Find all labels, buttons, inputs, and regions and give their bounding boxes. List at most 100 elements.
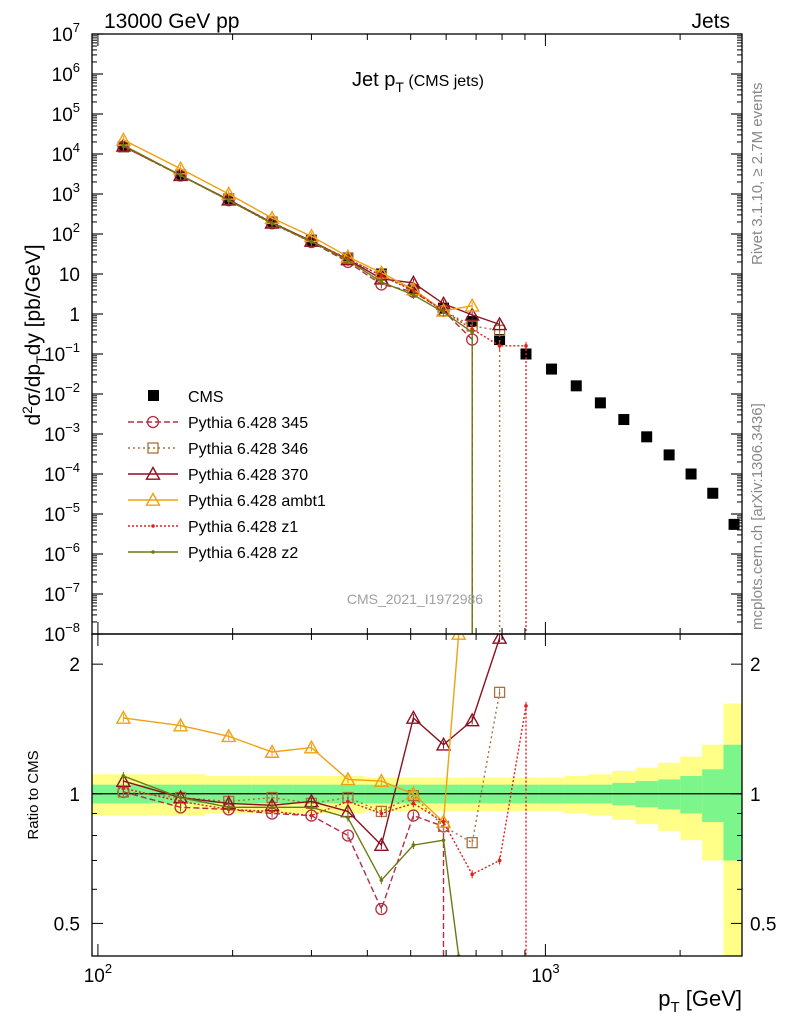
x-axis-label: pT [GeV] <box>658 986 742 1016</box>
ratio-y-tick-label-left: 2 <box>69 655 80 676</box>
main-series-5-point <box>470 330 474 335</box>
ratio-series-5-line <box>123 775 460 956</box>
y-tick-label: 10−8 <box>44 620 80 646</box>
ratio-series-4-line <box>123 705 527 956</box>
ratio-series-5-point <box>121 774 126 778</box>
ratio-series-5-point <box>411 843 416 847</box>
main-panel-frame <box>91 33 743 635</box>
side-label-bottom: mcplots.cern.ch [arXiv:1306.3436] <box>749 403 766 630</box>
ratio-y-tick-label-left: 0.5 <box>54 914 80 935</box>
chart-title: Jet pT (CMS jets) <box>352 69 484 95</box>
main-series-3-point <box>464 297 480 312</box>
main-plot-area <box>115 131 740 634</box>
y-tick-label: 105 <box>52 100 80 126</box>
legend-marker-4 <box>151 524 155 528</box>
y-tick-label: 10−6 <box>44 540 80 566</box>
ratio-series-3-point <box>221 728 237 743</box>
analysis-watermark: CMS_2021_I1972986 <box>347 591 483 607</box>
y-tick-label: 107 <box>52 20 80 46</box>
ratio-series-0-line <box>123 791 445 956</box>
ratio-series-2-point <box>373 837 390 851</box>
ratio-series-4-point <box>441 820 446 824</box>
ratio-series-1-point <box>493 686 506 699</box>
main-series-5-point <box>178 173 183 178</box>
main-series-1-line <box>123 146 501 634</box>
legend: CMS Pythia 6.428 345 Pythia 6.428 346 Pythi… <box>128 389 326 562</box>
y-tick-label: 1 <box>69 305 80 326</box>
legend-marker-1 <box>147 442 159 454</box>
main-series-4-point <box>524 344 528 348</box>
header-right: Jets <box>691 10 730 33</box>
legend-marker-3 <box>145 492 161 506</box>
cms-data-point <box>685 468 697 480</box>
y-tick-label: 103 <box>52 180 80 206</box>
ratio-series-0-point <box>375 902 388 916</box>
chart-title-extra: (CMS jets) <box>404 73 484 90</box>
x-tick-label: 102 <box>84 961 112 987</box>
main-series-4-point <box>379 274 384 278</box>
y-tick-label: 102 <box>52 220 80 246</box>
y-tick-label: 10−7 <box>44 580 80 606</box>
cms-data-point <box>570 380 582 392</box>
legend-label-1: Pythia 6.428 346 <box>188 441 308 458</box>
main-series-4-line <box>123 145 527 634</box>
ratio-series-3-point <box>303 739 320 754</box>
ratio-series-4-point <box>121 786 126 791</box>
main-series-3-line <box>123 139 473 312</box>
ratio-y-tick-label-right: 2 <box>750 655 761 676</box>
ratio-series-5-point <box>178 795 183 800</box>
y-axis-label: d2σ/dpTdy [pb/GeV] <box>19 244 49 425</box>
ratio-series-4-point <box>524 704 528 708</box>
legend-label-5: Pythia 6.428 z2 <box>188 545 298 562</box>
ratio-series-5-point <box>226 805 231 810</box>
cms-data-point <box>618 414 630 426</box>
cms-data-point <box>641 431 653 443</box>
legend-marker-5 <box>151 550 155 554</box>
ratio-series-5-point <box>346 815 350 820</box>
cms-data-point <box>546 363 558 375</box>
ratio-y-tick-label-left: 1 <box>69 785 80 806</box>
ratio-series-5-point <box>441 838 446 843</box>
main-series-5-point <box>441 310 446 315</box>
ratio-series-2-point <box>491 634 508 644</box>
ratio-series-4-point <box>470 872 474 877</box>
ratio-series-5-point <box>270 805 274 810</box>
main-series-4-point <box>497 344 502 348</box>
ratio-series-0-point <box>341 829 355 842</box>
legend-label-0: Pythia 6.428 345 <box>188 415 308 432</box>
main-series-5-point <box>379 280 384 284</box>
ratio-series-3-line <box>123 634 460 824</box>
legend-label-cms: CMS <box>188 389 224 406</box>
cms-data-point <box>494 334 506 346</box>
cms-data-point <box>663 449 675 461</box>
ratio-series-1-point <box>466 837 478 849</box>
uncertainty-band-inner <box>723 744 742 861</box>
ratio-series-4-point <box>309 813 314 818</box>
legend-label-2: Pythia 6.428 370 <box>188 467 308 484</box>
ratio-series-3-point <box>450 634 467 640</box>
ratio-y-axis-label: Ratio to CMS <box>25 750 42 839</box>
side-label-top: Rivet 3.1.10, ≥ 2.7M events <box>749 83 766 266</box>
ratio-series-3-point <box>115 710 132 724</box>
uncertainty-band-inner <box>658 779 681 810</box>
main-series-5-point <box>121 143 126 148</box>
cms-data-point <box>728 518 740 530</box>
ratio-series-3-point <box>264 744 280 758</box>
y-tick-label: 10−3 <box>44 420 80 446</box>
y-tick-label: 104 <box>52 140 80 166</box>
ratio-series-5-point <box>309 805 314 810</box>
cms-data-point <box>594 397 606 409</box>
uncertainty-band-inner <box>680 775 703 814</box>
y-tick-label: 10−2 <box>44 380 80 406</box>
ratio-y-tick-label-right: 0.5 <box>750 914 776 935</box>
ratio-y-tick-label-right: 1 <box>750 785 761 806</box>
ratio-series-4-point <box>497 858 502 863</box>
cms-data-point <box>707 487 719 499</box>
ratio-series-2-point <box>464 712 480 727</box>
ratio-series-3-point <box>435 814 452 828</box>
main-series-5-point <box>346 258 350 263</box>
main-series-2-point <box>464 306 480 321</box>
ratio-series-3-point <box>373 773 390 788</box>
y-tick-label: 106 <box>52 60 80 86</box>
y-tick-label: 10−1 <box>44 340 80 366</box>
